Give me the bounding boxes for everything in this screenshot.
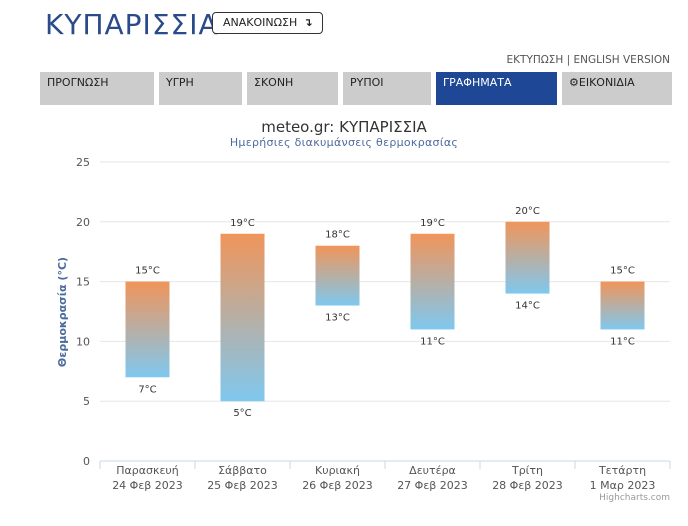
y-tick-label: 5	[83, 395, 90, 408]
gear-icon: ⚙	[569, 76, 579, 89]
x-tick-label-date: 26 Φεβ 2023	[302, 479, 373, 492]
x-tick-label-date: 28 Φεβ 2023	[492, 479, 563, 492]
x-axis: Παρασκευή 24 Φεβ 2023 Σάββατο 25 Φεβ 2023 Κυ…	[99, 460, 671, 492]
main-nav: ΠΡΟΓΝΩΣΗ ΥΓΡΗ ΣΚΟΝΗ ΡΥΠΟΙ ΓΡΑΦΗΜΑΤΑ ⚙ΕΙΚ…	[40, 72, 672, 105]
x-tick-label-date: 1 Μαρ 2023	[590, 479, 656, 492]
high-temp-label: 15°C	[135, 266, 160, 277]
tab-label: ΥΓΡΗ	[166, 76, 194, 89]
low-temp-label: 11°C	[610, 336, 635, 347]
chart-subtitle: Ημερήσιες διακυμάνσεις θερμοκρασίας	[229, 136, 459, 149]
tab-forecast[interactable]: ΠΡΟΓΝΩΣΗ	[40, 72, 154, 105]
credits-link[interactable]: Highcharts.com	[599, 493, 670, 503]
x-tick-label-day: Παρασκευή	[116, 464, 179, 477]
english-version-link[interactable]: ENGLISH VERSION	[573, 54, 670, 66]
x-tick-label-day: Δευτέρα	[409, 464, 456, 477]
y-tick-label: 25	[76, 156, 90, 169]
temperature-bar[interactable]	[315, 245, 360, 306]
low-temp-label: 14°C	[515, 301, 540, 312]
y-axis-ticks: 0 5 10 15 20 25	[76, 156, 90, 468]
tab-icons[interactable]: ⚙ΕΙΚΟΝΙΔΙΑ	[562, 72, 672, 105]
low-temp-label: 5°C	[233, 408, 251, 419]
y-tick-label: 0	[83, 455, 90, 468]
temperature-bar[interactable]	[505, 221, 550, 294]
y-tick-label: 20	[76, 216, 90, 229]
x-tick-label-day: Κυριακή	[315, 464, 360, 477]
temperature-bar[interactable]	[220, 233, 265, 402]
page-title: ΚΥΠΑΡΙΣΣΙΑ	[45, 8, 219, 41]
y-tick-label: 15	[76, 276, 90, 289]
x-tick-label-date: 27 Φεβ 2023	[397, 479, 468, 492]
temperature-bar[interactable]	[600, 281, 645, 330]
announcement-label: ΑΝΑΚΟΙΝΩΣΗ	[223, 16, 298, 29]
tab-label: ΡΥΠΟΙ	[350, 76, 384, 89]
tab-label: ΣΚΟΝΗ	[254, 76, 294, 89]
tab-label: ΓΡΑΦΗΜΑΤΑ	[443, 76, 512, 89]
top-links: ΕΚΤΥΠΩΣΗ | ENGLISH VERSION	[507, 54, 670, 66]
tab-label: ΠΡΟΓΝΩΣΗ	[47, 76, 109, 89]
high-temp-label: 19°C	[420, 218, 445, 229]
low-temp-label: 13°C	[325, 313, 350, 324]
grid-lines	[100, 161, 670, 402]
data-labels: 15°C 7°C 19°C 5°C 18°C 13°C 19°C 11°C 20°C 14°C 15…	[135, 206, 635, 419]
tab-label: ΕΙΚΟΝΙΔΙΑ	[578, 76, 635, 89]
arrow-turn-down-icon: ↴	[303, 16, 313, 29]
x-tick-label-date: 25 Φεβ 2023	[207, 479, 278, 492]
announcement-button[interactable]: ΑΝΑΚΟΙΝΩΣΗ ↴	[212, 12, 324, 34]
print-link[interactable]: ΕΚΤΥΠΩΣΗ	[506, 54, 564, 66]
temperature-bar[interactable]	[125, 281, 170, 378]
temperature-bar[interactable]	[410, 233, 455, 330]
bars	[125, 221, 645, 402]
high-temp-label: 18°C	[325, 230, 350, 241]
x-tick-label-day: Τετάρτη	[598, 464, 646, 477]
link-separator: |	[563, 54, 574, 66]
tab-pollutants[interactable]: ΡΥΠΟΙ	[343, 72, 431, 105]
y-tick-label: 10	[76, 335, 90, 348]
x-tick-label-date: 24 Φεβ 2023	[112, 479, 183, 492]
y-axis-label: Θερμοκρασία (°C)	[56, 257, 69, 367]
chart-title: meteo.gr: ΚΥΠΑΡΙΣΣΙΑ	[261, 118, 427, 136]
x-tick-label-day: Σάββατο	[218, 464, 267, 477]
high-temp-label: 20°C	[515, 206, 540, 217]
tab-charts[interactable]: ΓΡΑΦΗΜΑΤΑ	[436, 72, 557, 105]
low-temp-label: 7°C	[138, 384, 156, 395]
x-tick-label-day: Τρίτη	[511, 464, 543, 477]
high-temp-label: 19°C	[230, 218, 255, 229]
tab-humidity[interactable]: ΥΓΡΗ	[159, 72, 242, 105]
low-temp-label: 11°C	[420, 336, 445, 347]
high-temp-label: 15°C	[610, 266, 635, 277]
tab-dust[interactable]: ΣΚΟΝΗ	[247, 72, 338, 105]
